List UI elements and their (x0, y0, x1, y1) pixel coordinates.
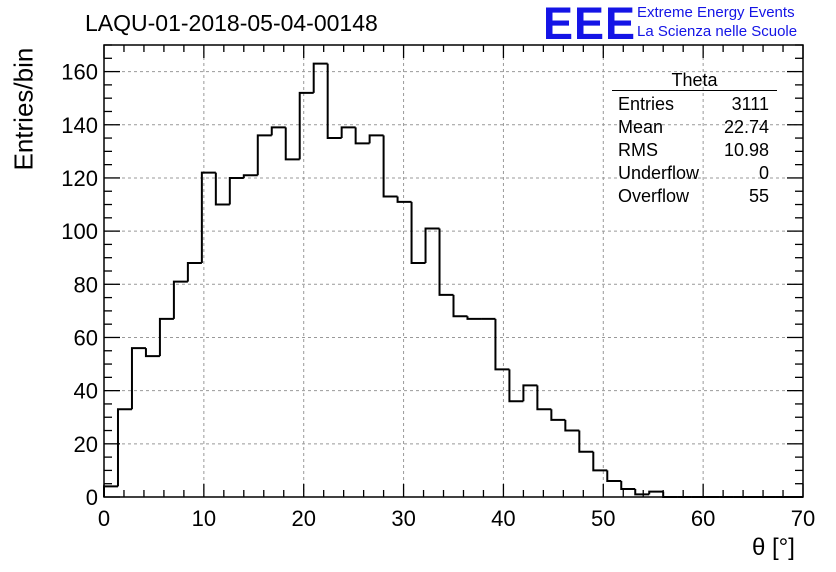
stats-value: 10.98 (723, 140, 769, 160)
stats-value: 0 (758, 163, 769, 183)
histogram-bin (648, 490, 664, 495)
logo-line-2: La Scienza nelle Scuole (637, 23, 798, 40)
y-tick-label: 0 (86, 485, 98, 510)
histogram-bin (494, 318, 510, 371)
x-axis-label: θ [°] (752, 534, 795, 561)
histogram-bin (368, 134, 384, 144)
stats-row-underflow: Underflow 0 (612, 162, 777, 185)
stats-row-overflow: Overflow 55 (612, 185, 777, 208)
histogram-bin (620, 481, 636, 491)
x-tick-label: 40 (491, 506, 515, 531)
stats-value: 55 (748, 186, 769, 206)
histogram-bin (116, 408, 132, 487)
eee-logo: EEE (543, 0, 637, 49)
stats-label: Underflow (618, 163, 700, 183)
y-tick-label: 120 (61, 166, 98, 191)
y-tick-label: 40 (74, 379, 98, 404)
stats-row-rms: RMS 10.98 (612, 139, 777, 162)
x-tick-label: 0 (98, 506, 110, 531)
chart-title: LAQU-01-2018-05-04-00148 (85, 10, 378, 36)
histogram-bin (284, 127, 300, 161)
x-tick-label: 60 (691, 506, 715, 531)
plot-frame (103, 44, 804, 498)
stats-value: 22.74 (723, 117, 769, 137)
logo-caption: Extreme Energy Events La Scienza nelle S… (637, 3, 797, 41)
histogram-bin (228, 176, 244, 205)
histogram-bin (354, 127, 370, 145)
histogram-bin (550, 409, 566, 421)
histogram-bin (158, 317, 174, 357)
histogram-bin (326, 63, 342, 140)
stats-title: Theta (612, 70, 777, 91)
histogram-bin (522, 384, 538, 402)
histogram-bin (592, 451, 608, 472)
histogram-bin (606, 470, 622, 483)
y-tick-label: 20 (74, 432, 98, 457)
stats-label: RMS (618, 140, 658, 160)
histogram-bin (214, 172, 230, 206)
stats-row-entries: Entries 3111 (612, 93, 777, 116)
histogram-bin (424, 227, 440, 264)
histogram-bin (410, 201, 426, 265)
histogram-bin (270, 126, 286, 136)
histogram-bin (103, 485, 118, 497)
histogram-bin (256, 134, 272, 176)
stats-box: Theta Entries 3111 Mean 22.74 RMS 10.98 Und… (612, 70, 777, 208)
histogram-bin (564, 419, 580, 432)
y-tick-label: 100 (61, 219, 98, 244)
x-tick-label: 30 (391, 506, 415, 531)
histogram-bin (438, 228, 454, 296)
x-tick-label: 20 (291, 506, 315, 531)
histogram-bin (508, 369, 524, 403)
histogram-bin (382, 135, 398, 198)
histogram-bin (242, 174, 258, 178)
histogram-bin (340, 126, 356, 139)
histogram-bin (536, 385, 552, 411)
histogram-bin (662, 491, 678, 498)
x-tick-label: 50 (591, 506, 615, 531)
x-tick-label: 70 (791, 506, 815, 531)
y-axis-label: Entries/bin (8, 47, 39, 171)
histogram-bin (396, 196, 412, 203)
stats-row-mean: Mean 22.74 (612, 116, 777, 139)
histogram-bin (144, 348, 160, 358)
histogram-bin (186, 262, 202, 282)
stats-value: 3111 (731, 94, 769, 114)
y-tick-label: 60 (74, 325, 98, 350)
y-tick-label: 160 (61, 60, 98, 85)
stats-label: Entries (618, 94, 675, 114)
y-tick-label: 80 (74, 272, 98, 297)
histogram-bin (452, 294, 468, 318)
histogram-bin (312, 62, 328, 93)
stats-label: Mean (618, 117, 664, 137)
histogram-bin (200, 171, 216, 264)
histogram-bin (466, 316, 482, 320)
histogram-bin (172, 280, 188, 319)
histogram-bin (578, 430, 594, 453)
logo-line-1: Extreme Energy Events (637, 4, 795, 21)
histogram-bin (130, 347, 146, 410)
y-tick-label: 140 (61, 113, 98, 138)
stats-label: Overflow (618, 186, 690, 206)
histogram-bin (298, 91, 314, 160)
histogram-bin (634, 489, 650, 496)
x-tick-label: 10 (192, 506, 216, 531)
